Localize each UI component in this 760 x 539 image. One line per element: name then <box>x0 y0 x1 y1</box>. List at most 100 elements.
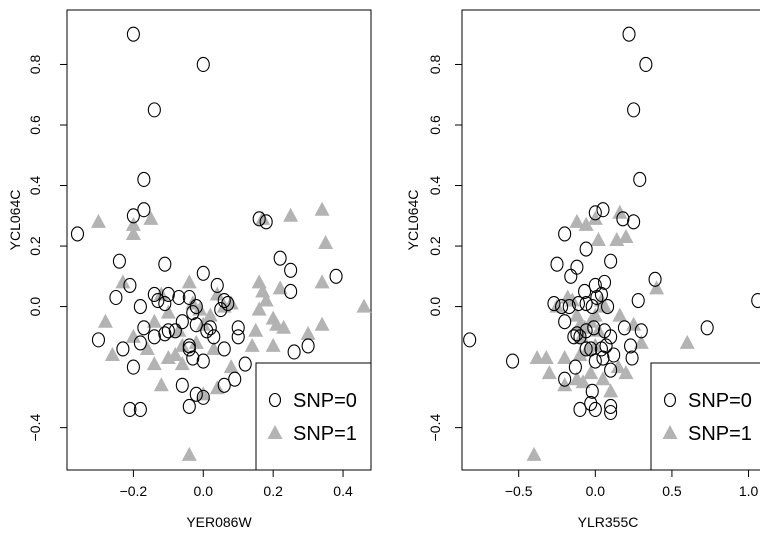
data-point-snp0 <box>159 257 171 271</box>
legend-box <box>651 363 760 470</box>
data-point-snp1 <box>143 211 158 225</box>
data-point-snp1 <box>301 326 316 340</box>
x-axis-label: YLR355C <box>578 514 639 530</box>
data-point-snp0 <box>597 203 609 217</box>
data-point-snp0 <box>302 339 314 353</box>
legend: SNP=0 SNP=1 <box>256 363 371 470</box>
y-tick-label: −0.4 <box>27 414 43 442</box>
data-point-snp0 <box>464 333 476 347</box>
data-point-snp0 <box>634 172 646 186</box>
data-point-snp0 <box>197 57 209 71</box>
data-point-snp1 <box>612 308 627 322</box>
data-point-snp0 <box>288 345 300 359</box>
data-point-snp0 <box>330 269 342 283</box>
x-tick-label: −0.2 <box>120 483 148 499</box>
data-point-snp1 <box>626 317 641 331</box>
data-point-snp0 <box>197 354 209 368</box>
data-point-snp1 <box>618 229 633 243</box>
legend-label-snp1: SNP=1 <box>688 423 752 445</box>
legend: SNP=0 SNP=1 <box>651 363 760 470</box>
data-point-snp1 <box>182 274 197 288</box>
data-point-snp0 <box>71 227 83 241</box>
data-point-snp0 <box>580 242 592 256</box>
data-point-snp0 <box>608 348 620 362</box>
data-point-snp0 <box>197 266 209 280</box>
data-point-snp1 <box>542 365 557 379</box>
data-point-snp1 <box>182 447 197 461</box>
data-point-snp0 <box>565 269 577 283</box>
data-point-snp0 <box>138 321 150 335</box>
y-axis-label: YCL064C <box>7 190 23 251</box>
x-tick-label: −0.5 <box>505 483 533 499</box>
y-tick-label: 0.0 <box>27 297 43 317</box>
data-point-snp0 <box>551 257 563 271</box>
data-point-snp0 <box>232 330 244 344</box>
data-point-snp0 <box>589 354 601 368</box>
data-point-snp1 <box>175 338 190 352</box>
data-point-snp0 <box>597 351 609 365</box>
x-tick-label: 0.2 <box>263 483 283 499</box>
y-tick-label: 0.8 <box>27 55 43 75</box>
legend-label-snp1: SNP=1 <box>293 423 357 445</box>
data-point-snp1 <box>357 299 372 313</box>
data-point-snp1 <box>318 235 333 249</box>
y-tick-label: 0.6 <box>27 115 43 135</box>
y-tick-label: 0.4 <box>427 176 443 196</box>
data-point-snp0 <box>632 294 644 308</box>
data-point-snp1 <box>252 274 267 288</box>
scatter-panel-1: −0.2 0.0 0.2 0.4−0.40.00.20.40.60.8YER086WY… <box>7 10 372 530</box>
data-point-snp0 <box>176 378 188 392</box>
data-point-snp0 <box>274 251 286 265</box>
data-point-snp0 <box>239 357 251 371</box>
data-point-snp0 <box>285 263 297 277</box>
data-point-snp0 <box>176 315 188 329</box>
data-point-snp0 <box>623 27 635 41</box>
x-tick-label: 0.0 <box>194 483 214 499</box>
data-point-snp0 <box>559 315 571 329</box>
data-point-snp1 <box>283 208 298 222</box>
data-point-snp0 <box>218 378 230 392</box>
data-point-snp0 <box>218 342 230 356</box>
data-point-snp0 <box>148 103 160 117</box>
x-tick-label: 0.4 <box>333 483 353 499</box>
y-axis-label: YCL064C <box>405 190 421 251</box>
x-tick-label: 0.5 <box>662 483 682 499</box>
legend-label-snp0: SNP=0 <box>688 390 752 412</box>
data-point-snp0 <box>589 402 601 416</box>
data-point-snp1 <box>557 350 572 364</box>
data-point-snp0 <box>110 291 122 305</box>
data-point-snp1 <box>527 447 542 461</box>
data-point-snp1 <box>91 214 106 228</box>
data-point-snp1 <box>557 377 572 391</box>
data-point-snp0 <box>134 336 146 350</box>
data-point-snp1 <box>583 365 598 379</box>
x-axis-label: YER086W <box>186 514 252 530</box>
data-point-snp1 <box>588 211 603 225</box>
data-point-snp0 <box>569 360 581 374</box>
legend-box <box>256 363 371 470</box>
data-point-snp0 <box>113 254 125 268</box>
data-point-snp0 <box>605 399 617 413</box>
y-tick-label: 0.6 <box>427 115 443 135</box>
data-point-snp0 <box>701 321 713 335</box>
data-point-snp0 <box>183 399 195 413</box>
y-tick-label: −0.4 <box>427 414 443 442</box>
x-tick-label: 1.0 <box>739 483 759 499</box>
data-point-snp0 <box>628 215 640 229</box>
data-point-snp1 <box>266 338 281 352</box>
data-point-snp1 <box>147 356 162 370</box>
data-point-snp0 <box>605 254 617 268</box>
data-point-snp1 <box>315 317 330 331</box>
data-point-snp0 <box>640 57 652 71</box>
data-point-snp0 <box>507 354 519 368</box>
data-point-snp1 <box>105 347 120 361</box>
data-point-snp1 <box>154 377 169 391</box>
data-point-snp1 <box>245 338 260 352</box>
data-point-snp1 <box>224 359 239 373</box>
legend-label-snp0: SNP=0 <box>293 390 357 412</box>
data-point-snp1 <box>530 350 545 364</box>
data-point-snp0 <box>571 260 583 274</box>
data-point-snp0 <box>285 284 297 298</box>
x-tick-label: 0.0 <box>586 483 606 499</box>
